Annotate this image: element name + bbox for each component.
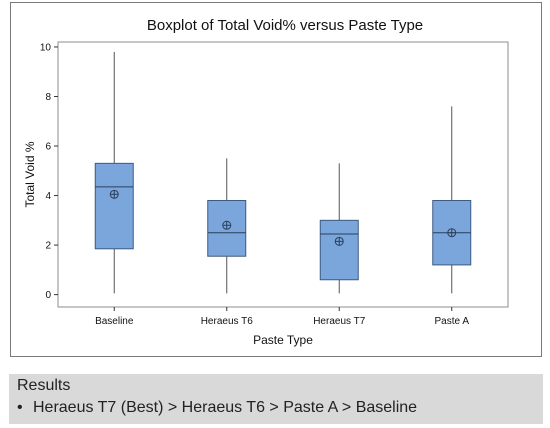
- boxplot-chart: Boxplot of Total Void% versus Paste Type…: [23, 17, 509, 347]
- x-axis-label: Paste Type: [253, 333, 313, 347]
- y-tick-label: 4: [45, 191, 51, 202]
- y-tick-label: 8: [45, 92, 51, 103]
- box-iqr: [94, 162, 134, 250]
- y-tick-label: 2: [45, 241, 51, 252]
- box-iqr: [319, 219, 359, 281]
- x-tick-label: Paste A: [435, 316, 470, 327]
- results-panel: Results • Heraeus T7 (Best) > Heraeus T6 …: [9, 374, 543, 424]
- chart-frame: Boxplot of Total Void% versus Paste Type…: [10, 2, 542, 357]
- y-tick-label: 6: [45, 142, 51, 153]
- chart-title: Boxplot of Total Void% versus Paste Type: [147, 17, 423, 34]
- x-tick-label: Heraeus T7: [313, 316, 366, 327]
- x-tick-label: Heraeus T6: [201, 316, 254, 327]
- y-tick-label: 10: [40, 42, 52, 53]
- results-bullet-item: • Heraeus T7 (Best) > Heraeus T6 > Paste …: [17, 399, 417, 417]
- y-axis-label: Total Void %: [23, 141, 37, 207]
- x-tick-label: Baseline: [95, 316, 134, 327]
- plot-area-border: [57, 41, 509, 308]
- bullet-marker: •: [17, 399, 23, 416]
- results-title: Results: [17, 377, 71, 394]
- results-ranking-text: Heraeus T7 (Best) > Heraeus T6 > Paste A…: [33, 399, 418, 416]
- y-tick-label: 0: [45, 290, 51, 301]
